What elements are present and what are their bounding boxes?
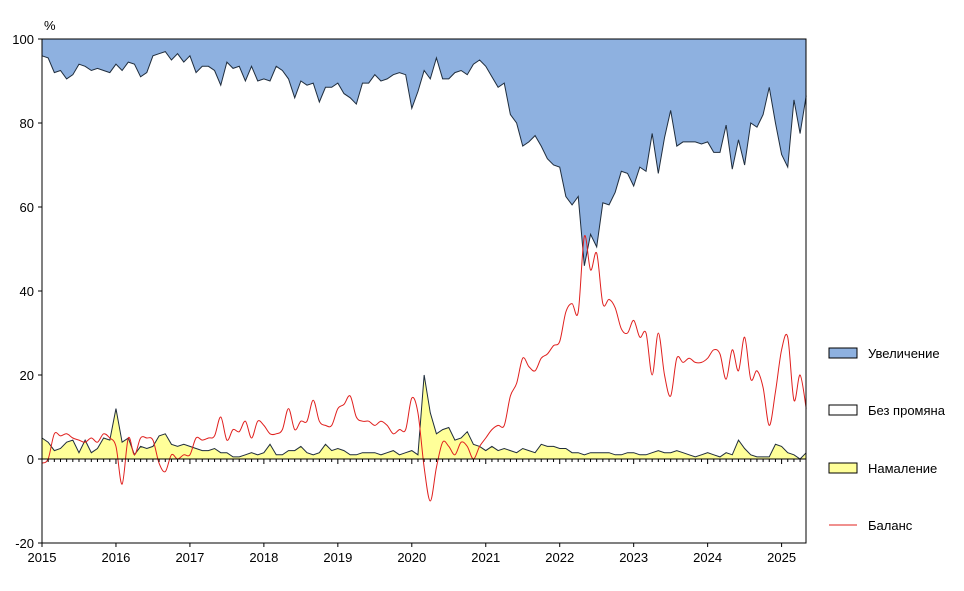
y-tick-label: 20 [20, 368, 34, 383]
x-tick-label: 2023 [619, 550, 648, 565]
x-tick-label: 2020 [397, 550, 426, 565]
y-tick-label: 60 [20, 200, 34, 215]
y-axis-label: % [44, 18, 56, 33]
x-tick-label: 2015 [28, 550, 57, 565]
legend-label-increase: Увеличение [868, 346, 940, 361]
y-tick-label: 40 [20, 284, 34, 299]
series-area-increase [42, 39, 807, 266]
legend-swatch-increase [828, 347, 858, 359]
x-tick-label: 2022 [545, 550, 574, 565]
y-tick-label: -20 [15, 536, 34, 551]
series-area-decrease [42, 375, 807, 459]
series-line-decrease [41, 374, 807, 460]
legend-label-no-change: Без промяна [868, 403, 946, 418]
x-tick-label: 2019 [323, 550, 352, 565]
series-line-increase [41, 51, 807, 266]
y-tick-label: 80 [20, 116, 34, 131]
x-tick-label: 2016 [101, 550, 130, 565]
legend-swatch-decrease [828, 462, 858, 474]
legend-label-balance: Баланс [868, 518, 913, 533]
y-tick-label: 100 [12, 32, 34, 47]
x-tick-label: 2017 [175, 550, 204, 565]
y-tick-label: 0 [27, 452, 34, 467]
plot-area [41, 39, 807, 502]
legend-label-decrease: Намаление [868, 461, 937, 476]
x-tick-label: 2021 [471, 550, 500, 565]
x-tick-label: 2025 [767, 550, 796, 565]
legend: Увеличение Без промяна Намаление Баланс [828, 346, 946, 533]
x-tick-label: 2018 [249, 550, 278, 565]
x-tick-label: 2024 [693, 550, 722, 565]
legend-swatch-no-change [828, 404, 858, 416]
